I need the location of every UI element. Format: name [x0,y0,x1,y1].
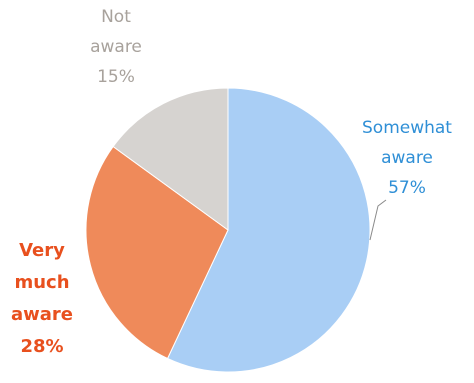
label-very-line3: aware [11,304,73,325]
label-very-value: 28% [20,336,63,357]
label-not-line2: aware [90,37,142,57]
label-very-much-aware: Very much aware 28% [11,240,73,357]
pie-slice-very-much-aware [85,145,229,360]
label-very-line1: Very [19,240,65,261]
label-very-line2: much [14,272,69,293]
pie-slices [85,87,371,373]
label-not-line1: Not [101,7,131,27]
label-not-value: 15% [97,67,135,87]
pie-slice-somewhat-aware [166,87,371,373]
pie-slice-not-aware [112,87,229,231]
leader-line-somewhat [369,199,387,241]
label-not-aware: Not aware 15% [90,7,142,87]
label-somewhat-value: 57% [388,178,426,198]
label-somewhat-aware: Somewhat aware 57% [362,118,452,198]
label-somewhat-line2: aware [381,148,433,168]
label-somewhat-line1: Somewhat [362,118,452,138]
